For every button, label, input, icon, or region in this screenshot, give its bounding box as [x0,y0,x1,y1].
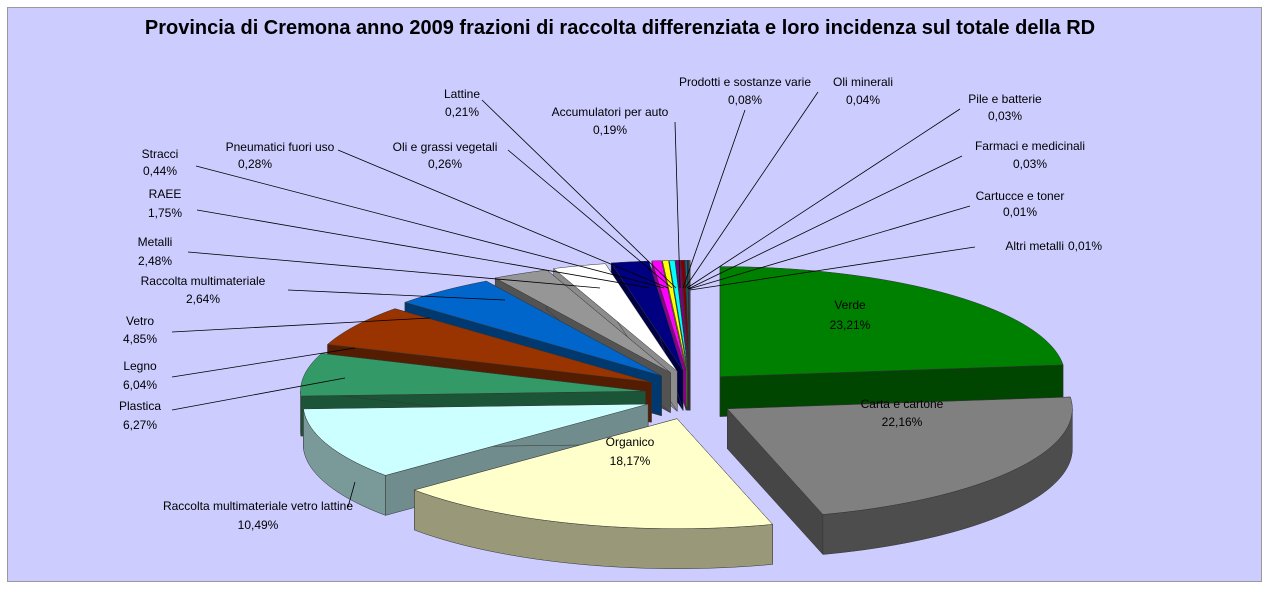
slice-label: Raccolta multimateriale vetro lattine [163,499,353,513]
slice-label: Verde [834,298,866,312]
slice-value-label: 0,01% [1068,239,1102,253]
slice-value-label: 23,21% [830,318,871,332]
slice-label: Raccolta multimateriale [141,274,266,288]
slice-label: Pile e batterie [968,92,1042,106]
slice-top [494,269,671,373]
slice-label: Cartucce e toner [976,189,1065,203]
slice [726,396,1073,556]
slice-value-label: 0,04% [846,93,880,107]
leader-line [674,121,681,289]
slice-value-label: 0,26% [428,157,462,171]
slice-top [719,266,1064,377]
slice-value-label: 6,04% [123,378,157,392]
slice-value-label: 1,75% [148,206,182,220]
slice-top [300,353,646,397]
slice-value-label: 0,01% [1003,205,1037,219]
slice-top [404,280,662,377]
slice-value-label: 10,49% [238,518,279,532]
slice-value-label: 4,85% [123,332,157,346]
slice-top [326,308,652,383]
leader-line [687,155,963,290]
slice-top [413,418,774,529]
slice-value-label: 0,19% [593,123,627,137]
slice-label: Legno [123,359,157,373]
slice-top [675,260,689,371]
slice-value-label: 18,17% [610,454,651,468]
slice-label: Pneumatici fuori uso [226,140,335,154]
slice-label: RAEE [149,187,182,201]
slice [719,266,1064,417]
slice-top [303,403,649,476]
slice-label: Metalli [138,235,173,249]
leader-line [481,99,677,289]
slice-value-label: 0,44% [143,164,177,178]
slice-top [726,396,1073,515]
slice-value-label: 0,03% [1013,157,1047,171]
slice-label: Accumulatori per auto [552,105,669,119]
slice-top [662,260,688,371]
slice-label: Oli e grassi vegetali [393,140,498,154]
slice [413,418,774,569]
leader-line [507,149,673,289]
leader-line [689,246,976,291]
slice-value-label: 0,21% [445,105,479,119]
slice-value-label: 2,48% [138,254,172,268]
slice-label: Stracci [142,147,179,161]
leader-line [682,109,746,289]
slice-label: Vetro [126,314,154,328]
leader-line [686,108,961,289]
slice-label: Oli minerali [833,75,893,89]
leader-line [287,289,506,301]
slice-label: Farmaci e medicinali [975,139,1085,153]
slice-value-label: 0,03% [988,109,1022,123]
leader-line [347,481,356,508]
slice-label: Organico [606,435,655,449]
slice-value-label: 22,16% [882,415,923,429]
leader-line [171,317,431,333]
slice-top [651,260,687,371]
leader-line [171,377,346,411]
slice-label: Lattine [444,87,480,101]
slice-top [668,260,689,371]
chart-title: Provincia di Cremona anno 2009 frazioni … [144,17,1096,39]
leader-line [688,205,971,290]
leader-line [187,251,601,289]
slice-value-label: 2,64% [186,292,220,306]
slice-top [684,260,690,371]
leader-line [337,149,669,289]
slice-label: Carta e cartone [861,397,944,411]
slice-label: Plastica [119,399,161,413]
leader-line [684,91,819,289]
slice-value-label: 6,27% [123,418,157,432]
slice-value-label: 0,08% [728,93,762,107]
slice-label: Prodotti e sostanze varie [679,75,811,89]
leader-line [171,347,356,378]
leader-line [195,165,665,289]
slice-label: Altri metalli [1005,239,1064,253]
slice-value-label: 0,28% [238,157,272,171]
leader-line [196,209,651,289]
